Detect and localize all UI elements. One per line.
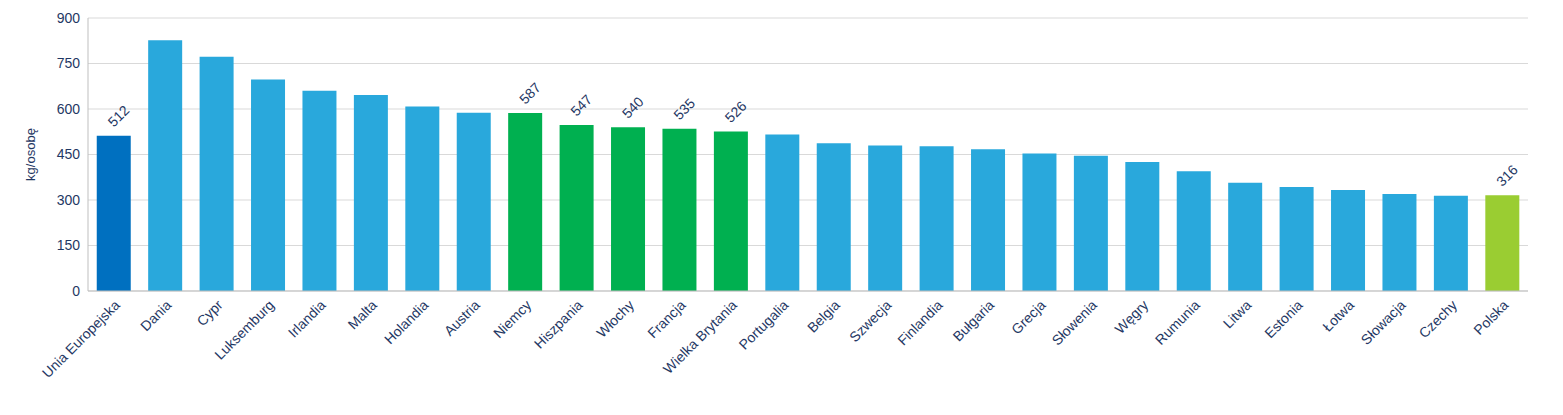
svg-text:750: 750 [57,55,81,71]
svg-text:Włochy: Włochy [593,297,637,341]
svg-text:Estonia: Estonia [1261,297,1305,341]
svg-text:547: 547 [567,91,595,119]
svg-text:Litwa: Litwa [1220,297,1255,332]
svg-text:540: 540 [619,93,647,121]
svg-text:Hiszpania: Hiszpania [531,297,586,352]
svg-text:0: 0 [72,283,80,299]
svg-text:512: 512 [105,102,133,130]
svg-text:Węgry: Węgry [1112,297,1152,337]
svg-text:Słowenia: Słowenia [1049,297,1101,349]
svg-text:Czechy: Czechy [1416,297,1460,341]
svg-text:Holandia: Holandia [381,297,432,348]
svg-text:Portugalia: Portugalia [736,297,792,353]
svg-text:600: 600 [57,101,81,117]
svg-text:Irlandia: Irlandia [285,297,329,341]
svg-text:587: 587 [516,79,544,107]
svg-text:300: 300 [57,192,81,208]
svg-text:Unia Europejska: Unia Europejska [39,297,123,381]
svg-text:Łotwa: Łotwa [1319,297,1357,335]
svg-text:Dania: Dania [137,297,174,334]
svg-text:Belgia: Belgia [804,297,843,336]
svg-text:Francja: Francja [644,297,688,341]
svg-text:Polska: Polska [1470,297,1511,338]
svg-text:Rumunia: Rumunia [1152,297,1203,348]
svg-text:Szwecja: Szwecja [846,297,894,345]
svg-text:Niemcy: Niemcy [490,297,534,341]
svg-text:kg/osobę: kg/osobę [23,128,38,181]
svg-text:316: 316 [1493,161,1521,189]
svg-text:Austria: Austria [441,297,483,339]
svg-text:900: 900 [57,10,81,26]
svg-text:Grecja: Grecja [1008,297,1049,338]
svg-text:Słowacja: Słowacja [1358,297,1409,348]
svg-text:535: 535 [670,95,698,123]
svg-text:Luksemburg: Luksemburg [211,297,277,363]
svg-text:Bułgaria: Bułgaria [950,297,998,345]
svg-text:Malta: Malta [344,297,380,333]
svg-text:Cypr: Cypr [194,297,226,329]
svg-text:526: 526 [722,98,750,126]
svg-text:Wielka Brytania: Wielka Brytania [660,297,740,377]
svg-text:Finlandia: Finlandia [894,297,946,349]
svg-text:150: 150 [57,237,81,253]
svg-text:450: 450 [57,146,81,162]
